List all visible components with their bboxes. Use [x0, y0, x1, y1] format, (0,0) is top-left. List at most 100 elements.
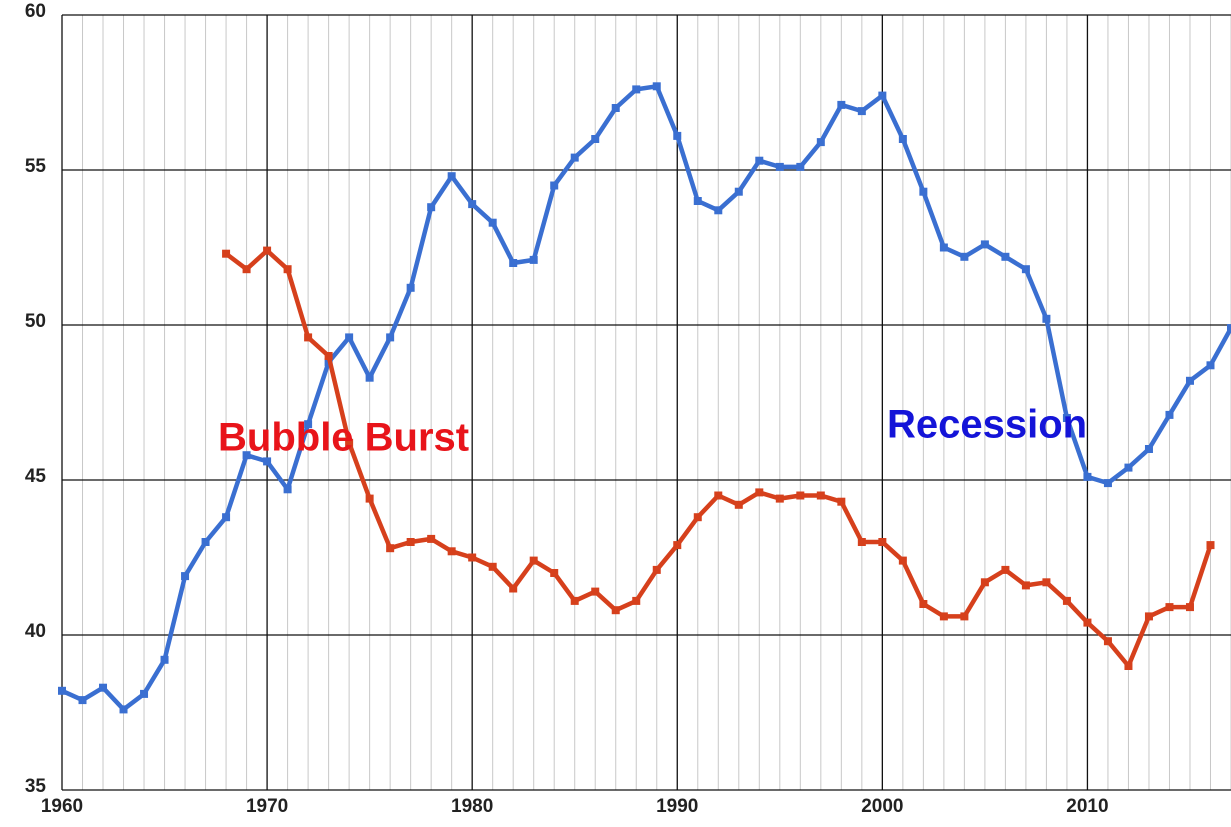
point-marker [1144, 445, 1153, 453]
point-marker [365, 494, 374, 503]
y-tick-label: 60 [25, 1, 46, 22]
point-marker [509, 584, 518, 593]
point-marker [775, 162, 784, 171]
point-marker [304, 333, 313, 342]
point-marker [263, 246, 272, 255]
point-marker [529, 556, 538, 565]
point-marker [406, 283, 415, 292]
point-marker [304, 420, 313, 429]
x-tick-label: 1970 [246, 796, 288, 817]
point-marker [570, 596, 579, 605]
y-tick-label: 35 [25, 776, 47, 797]
point-marker [406, 538, 415, 546]
point-marker [1062, 596, 1071, 605]
point-marker [960, 252, 969, 261]
point-marker [99, 683, 108, 692]
point-marker [1042, 314, 1051, 323]
point-marker [365, 373, 374, 382]
point-marker [611, 104, 620, 112]
annotation: Bubble Burst [218, 416, 469, 460]
point-marker [529, 255, 538, 264]
series [58, 82, 1231, 714]
point-marker [939, 612, 948, 621]
x-tick-label: 2010 [1066, 796, 1108, 817]
point-marker [898, 135, 907, 143]
point-marker [939, 243, 948, 252]
point-marker [837, 100, 846, 109]
point-marker [1042, 578, 1051, 587]
point-marker [1165, 603, 1174, 612]
point-marker [1001, 252, 1010, 261]
point-marker [919, 187, 928, 196]
point-marker [283, 485, 292, 494]
point-marker [857, 538, 866, 546]
point-marker [550, 181, 559, 190]
point-marker [714, 491, 723, 500]
point-marker [447, 172, 456, 181]
point-marker [263, 457, 272, 466]
point-marker [242, 265, 251, 274]
point-marker [283, 265, 292, 274]
y-tick-label: 55 [25, 156, 47, 177]
point-marker [1083, 472, 1092, 481]
x-tick-label: 1980 [451, 796, 493, 817]
series-line [61, 84, 1231, 712]
point-marker [345, 438, 354, 447]
point-marker [632, 596, 641, 605]
point-marker [570, 153, 579, 162]
point-marker [591, 587, 600, 596]
point-marker [693, 513, 702, 522]
point-marker [1124, 662, 1133, 670]
point-marker [898, 556, 907, 565]
point-marker [58, 686, 66, 695]
point-marker [181, 572, 190, 581]
point-marker [714, 206, 723, 215]
point-marker [1144, 612, 1153, 621]
point-marker [796, 162, 805, 171]
point-marker [816, 138, 825, 147]
point-marker [1103, 637, 1112, 646]
point-marker [1227, 324, 1231, 333]
point-marker [324, 352, 333, 360]
point-marker [1185, 603, 1194, 612]
point-marker [755, 488, 764, 497]
point-marker [1083, 618, 1092, 627]
point-marker [386, 544, 395, 553]
point-marker [140, 689, 149, 698]
point-marker [78, 696, 87, 705]
point-marker [509, 259, 518, 267]
x-tick-label: 1990 [656, 796, 698, 817]
point-marker [119, 705, 128, 714]
point-marker [1165, 410, 1174, 419]
point-marker [1124, 463, 1133, 472]
point-marker [673, 131, 682, 140]
point-marker [468, 553, 477, 562]
point-marker [693, 197, 702, 205]
point-marker [591, 135, 600, 143]
point-marker [160, 655, 169, 664]
point-marker [878, 91, 887, 100]
point-marker [488, 562, 497, 571]
y-tick-label: 50 [25, 311, 46, 332]
point-marker [673, 541, 682, 550]
point-marker [816, 491, 825, 500]
point-marker [242, 451, 251, 460]
point-marker [1185, 376, 1194, 385]
point-marker [652, 82, 661, 91]
point-marker [652, 565, 661, 574]
point-marker [878, 538, 887, 546]
point-marker [919, 600, 928, 608]
point-marker [1206, 361, 1215, 370]
point-marker [222, 249, 231, 258]
point-marker [386, 333, 395, 342]
x-tick-label: 1960 [41, 796, 83, 817]
point-marker [980, 240, 989, 249]
y-tick-label: 40 [25, 621, 46, 642]
point-marker [427, 534, 436, 543]
point-marker [1021, 581, 1030, 590]
point-marker [1001, 565, 1010, 574]
point-marker [1206, 541, 1215, 550]
point-marker [980, 578, 989, 587]
